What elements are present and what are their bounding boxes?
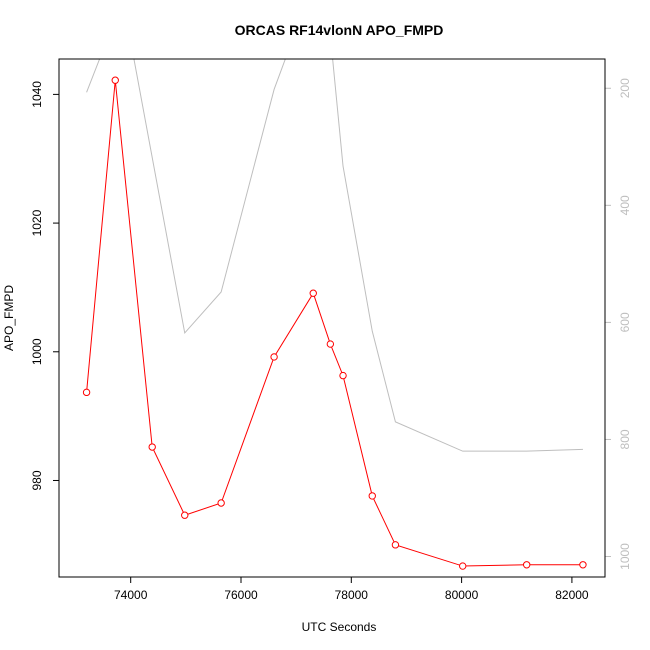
data-point	[217, 499, 225, 507]
primary-series-layer	[82, 76, 587, 570]
data-point	[270, 353, 278, 361]
data-point	[82, 388, 91, 397]
data-point	[579, 561, 587, 569]
plot-frame	[58, 58, 606, 578]
data-point	[459, 562, 467, 570]
data-point	[391, 541, 400, 549]
y2-tick-label: 1000	[618, 543, 632, 570]
data-point	[522, 561, 531, 569]
secondary-series-line	[86, 59, 583, 452]
x-tick-label: 74000	[114, 588, 148, 602]
data-point	[148, 443, 156, 451]
x-tick-label: 80000	[445, 588, 479, 602]
x-tick-label: 76000	[224, 588, 258, 602]
y-tick-label: 1020	[30, 209, 44, 236]
data-point	[326, 340, 335, 348]
data-point	[368, 492, 376, 500]
data-point	[339, 371, 347, 380]
data-point	[309, 289, 317, 297]
y-tick-label: 980	[30, 470, 44, 490]
x-tick-label: 82000	[555, 588, 589, 602]
data-point	[111, 76, 119, 84]
y2-tick-label: 600	[618, 312, 632, 332]
y2-tick-label: 800	[618, 429, 632, 449]
primary-series-line	[86, 80, 583, 567]
y-tick-label: 1040	[30, 81, 44, 108]
y2-tick-label: 400	[618, 195, 632, 215]
axes-layer: 74000 76000 78000 80000 82000 980 1000 1020 1040…	[30, 78, 632, 602]
y-tick-label: 1000	[30, 338, 44, 365]
chart-title: ORCAS RF14vlonN APO_FMPD	[235, 22, 444, 38]
x-tick-label: 78000	[335, 588, 369, 602]
y-axis-label: APO_FMPD	[2, 285, 16, 351]
x-axis-label: UTC Seconds	[302, 620, 377, 634]
secondary-series-layer	[86, 59, 583, 452]
data-point	[181, 511, 189, 519]
y2-tick-label: 200	[618, 78, 632, 98]
